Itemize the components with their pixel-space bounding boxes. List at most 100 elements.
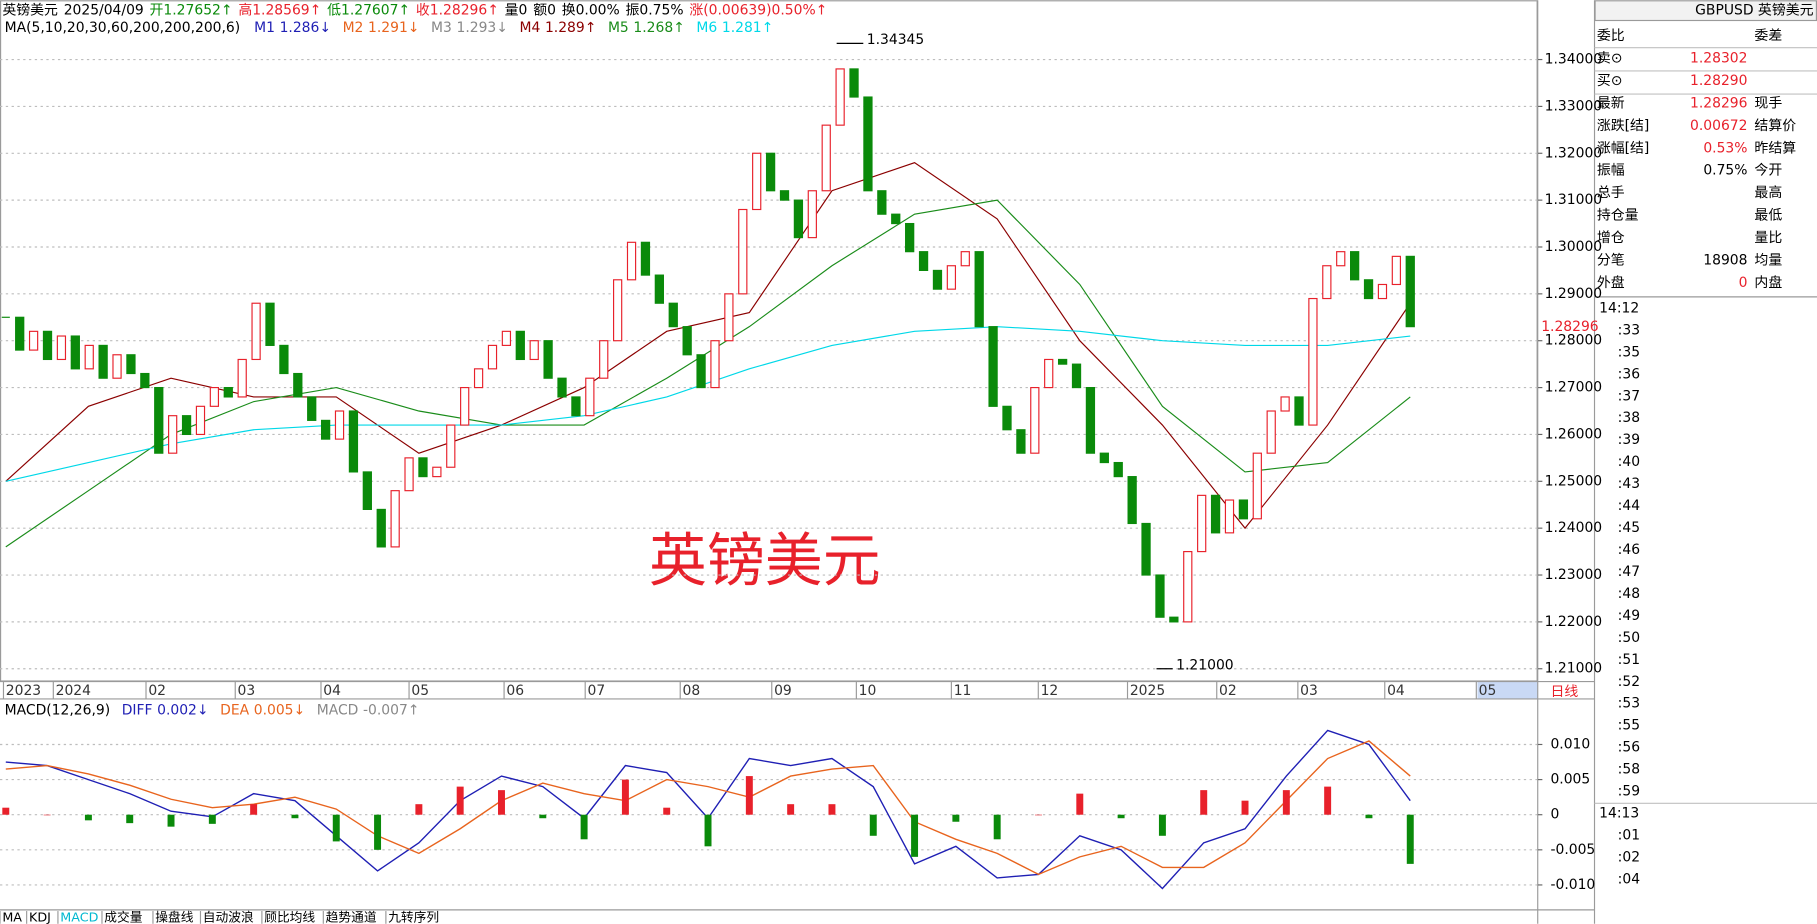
candle (320, 419, 331, 440)
candle (307, 396, 317, 421)
legend-name: MACD (317, 703, 359, 719)
macd-bar (291, 814, 299, 819)
candle (237, 358, 247, 398)
candle (251, 302, 261, 361)
macd-bar (2, 807, 10, 815)
legend-name: M6 (696, 20, 717, 36)
y-tick-label: 1.31000 (1545, 192, 1602, 208)
time-label: 06 (506, 683, 524, 699)
row-right-label: 现手 (1754, 95, 1782, 111)
candle (28, 330, 39, 351)
macd-bar (84, 814, 92, 821)
y-tick-label: 1.21000 (1545, 661, 1602, 677)
candle (654, 274, 664, 304)
tick-time: :56 (1618, 740, 1640, 756)
candle (640, 241, 651, 276)
y-tick-label: -0.010 (1550, 877, 1595, 893)
macd-bar (828, 804, 836, 815)
macd-bar (1324, 786, 1332, 815)
y-tick-label: 1.24000 (1545, 520, 1602, 536)
macd-bar (1117, 814, 1125, 819)
time-label: 03 (238, 683, 256, 699)
row-label: 卖⊙ (1597, 51, 1623, 67)
indicator-tab[interactable]: 九转序列 (388, 910, 439, 924)
indicator-tab[interactable]: 操盘线 (155, 909, 193, 924)
quote-item: 开1.27652↑ (150, 3, 233, 19)
indicator-tab[interactable]: MA (2, 910, 22, 924)
candle (1363, 279, 1374, 300)
tick-time: :48 (1618, 586, 1640, 602)
quote-item: 额0 (533, 3, 556, 19)
indicator-tab[interactable]: MACD (60, 910, 98, 924)
candle (905, 222, 915, 253)
candle (1030, 386, 1040, 454)
candle (696, 354, 706, 389)
candle (1057, 358, 1068, 365)
candle (821, 124, 831, 192)
watermark: 英镑美元 (649, 527, 881, 595)
row-right-label: 内盘 (1754, 274, 1782, 291)
macd-bar (1365, 814, 1373, 819)
macd-bar (498, 790, 505, 815)
candle (293, 372, 303, 398)
row-value: 1.28290 (1690, 73, 1747, 89)
macd-bar (580, 814, 588, 840)
legend-name: DEA (220, 703, 249, 719)
legend-value: 1.289↑ (545, 20, 596, 36)
row-label: 涨幅[结] (1597, 140, 1650, 156)
row-right-label: 均量 (1754, 252, 1782, 268)
candle (446, 424, 456, 468)
row-value: 0 (1739, 275, 1748, 291)
candle (918, 251, 929, 272)
indicator-tab[interactable]: 成交量 (104, 909, 142, 924)
tick-time: :47 (1618, 564, 1640, 580)
candle (1210, 494, 1221, 534)
candle (1280, 396, 1290, 412)
candle (960, 251, 970, 267)
indicator-tab[interactable]: 趋势通道 (326, 909, 377, 924)
candle (1266, 410, 1276, 454)
legend-value: 1.293↓ (456, 20, 507, 36)
time-label: 2025 (1130, 683, 1165, 699)
time-label: 08 (683, 683, 701, 699)
candle (529, 340, 539, 361)
time-label: 02 (148, 683, 166, 699)
last-price: 1.28296 (1541, 319, 1598, 335)
y-tick-label: 0.005 (1550, 772, 1590, 788)
indicator-tab[interactable]: 顾比均线 (264, 910, 315, 924)
candle (779, 190, 790, 201)
candle (1044, 358, 1054, 389)
time-label: 2024 (56, 683, 92, 699)
row-label: 总手 (1597, 185, 1625, 201)
period-label[interactable]: 日线 (1550, 684, 1578, 700)
tick-time: :59 (1618, 784, 1640, 800)
tick-time: :55 (1618, 718, 1640, 734)
candle (1350, 251, 1360, 281)
candle (557, 377, 567, 398)
candle (1391, 255, 1401, 286)
y-tick-label: 1.23000 (1545, 567, 1602, 583)
time-label: 04 (1387, 683, 1405, 699)
candle (1238, 499, 1249, 520)
indicator-tab[interactable]: KDJ (29, 910, 51, 924)
candle (334, 410, 345, 440)
candle (418, 457, 428, 478)
indicator-tab[interactable]: 自动波浪 (203, 910, 254, 924)
macd-bar (1076, 793, 1084, 815)
macd-bar (1241, 800, 1249, 815)
candle (1113, 461, 1123, 478)
macd-bar (869, 814, 877, 836)
annotation-label: 1.21000 (1176, 657, 1233, 673)
y-tick-label: 0.010 (1550, 736, 1590, 752)
row-value: 0.53% (1703, 140, 1747, 156)
candle (84, 344, 94, 370)
candle (279, 344, 289, 375)
candle (1377, 283, 1388, 300)
ma-line (5, 199, 1411, 548)
candle (168, 415, 178, 454)
quote-item: 振0.75% (626, 3, 684, 19)
y-tick-label: 1.25000 (1545, 473, 1602, 489)
macd-bar (1200, 790, 1208, 815)
time-label: 09 (774, 683, 792, 699)
